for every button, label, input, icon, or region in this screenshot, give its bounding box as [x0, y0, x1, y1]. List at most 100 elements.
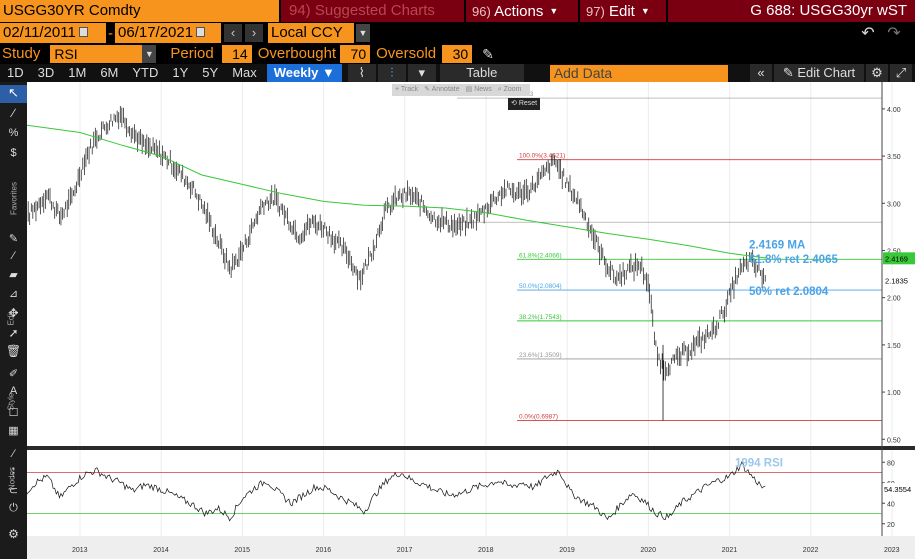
period-button-3d[interactable]: 3D [37, 65, 55, 80]
ticker-field[interactable]: USGG30YR Comdty [0, 0, 279, 22]
chevron-right-icon[interactable]: › [245, 24, 263, 42]
chevron-down-icon[interactable]: ▾ [407, 64, 436, 82]
mini-toolbar: + Track ✎ Annotate ▤ News ⌕ Zoom [392, 84, 530, 96]
pen-icon[interactable]: ∕ [12, 250, 15, 262]
ma-last-tag-box [883, 252, 915, 265]
add-data-input[interactable]: Add Data [549, 64, 728, 82]
price-panel: 4.1143100.0%(3.4621)61.8%(2.4066)50.0%(2… [27, 82, 893, 536]
text-style-icon[interactable]: A [9, 385, 18, 397]
suggested-charts-button[interactable]: 94) Suggested Charts [281, 0, 464, 22]
x-tick-label: 2021 [722, 547, 738, 554]
line-chart-icon[interactable]: ⌇ [347, 64, 376, 82]
chart-toolbar: 1D 3D 1M 6M YTD 1Y 5Y Max Weekly ▼ ⌇ ⫶ ▾ Table … [0, 64, 915, 82]
line-tool-icon[interactable]: ∕ [12, 106, 15, 120]
collapse-icon[interactable]: « [750, 64, 772, 82]
period-input[interactable]: 14 [221, 45, 252, 63]
oversold-label: Oversold [376, 45, 437, 62]
redo-icon[interactable]: ↷ [887, 25, 901, 42]
end-date-field[interactable]: 06/17/2021 [115, 23, 221, 43]
track-button[interactable]: + Track [395, 86, 419, 93]
edit-chart-button[interactable]: ✎ Edit Chart [774, 64, 864, 82]
actions-label: Actions [494, 3, 544, 20]
overbought-label: Overbought [257, 45, 337, 62]
undo-icon[interactable]: ↶ [861, 25, 875, 42]
rsi-y-tick-label: 80 [887, 460, 895, 467]
edit-label: Edit [608, 3, 635, 20]
reset-button[interactable]: ⟲ Reset [508, 98, 541, 110]
gear-icon[interactable]: ⚙ [8, 527, 19, 541]
fib-level-label: 0.0%(0.6987) [519, 414, 558, 421]
y-tick-label: 2.50 [887, 248, 901, 255]
drawing-toolbar: ↖ ∕ % $ Favorites ✎ ∕ ▰ ⊿ ✥ Edit ➚ 🗑 ✐ A… [0, 82, 27, 559]
x-tick-label: 2019 [559, 547, 575, 554]
start-date-field[interactable]: 02/11/2011 [0, 23, 106, 43]
period-button-1d[interactable]: 1D [7, 65, 24, 80]
x-tick-label: 2017 [397, 547, 413, 554]
weekly-label: Weekly [273, 65, 319, 80]
panel-divider [27, 446, 915, 450]
pencil-style-icon[interactable]: ✐ [8, 368, 19, 380]
y-tick-label: 4.00 [887, 107, 901, 114]
color-picker-icon[interactable]: ▦ [8, 425, 19, 437]
ruler-icon[interactable]: ▰ [9, 269, 18, 281]
period-button-1m[interactable]: 1M [68, 65, 87, 80]
chart-annotation: 61.8% ret 2.4065 [749, 254, 838, 266]
cursor-icon[interactable]: ↖ [0, 85, 27, 103]
calendar-icon[interactable] [196, 27, 206, 37]
annotate-button[interactable]: ✎ Annotate [424, 86, 460, 93]
period-button-max[interactable]: Max [232, 65, 257, 80]
chevron-down-icon[interactable]: ▼ [356, 24, 370, 42]
x-axis-background [27, 536, 915, 559]
period-button-6m[interactable]: 6M [100, 65, 119, 80]
chevron-down-icon[interactable]: ▼ [142, 45, 157, 63]
fib-level-label: 100.0%(3.4621) [519, 153, 565, 160]
chevron-down-icon: ▼ [640, 6, 650, 16]
last-price-tag: 2.1835 [885, 276, 908, 285]
table-button[interactable]: Table [439, 64, 524, 82]
box-icon[interactable]: ☐ [8, 407, 19, 419]
period-button-5y[interactable]: 5Y [202, 65, 219, 80]
fibonacci-icon[interactable]: % [8, 127, 19, 139]
start-date-text: 02/11/2011 [3, 24, 76, 41]
calendar-icon[interactable] [78, 27, 88, 37]
measure-icon[interactable]: ⊿ [8, 288, 19, 300]
y-tick-label: 1.00 [887, 390, 901, 397]
edit-num: 97) [586, 4, 605, 19]
chevron-down-icon: ▼ [549, 6, 559, 16]
fib-level-label: 61.8%(2.4066) [519, 252, 562, 259]
currency-select[interactable]: Local CCY [268, 23, 354, 43]
oversold-input[interactable]: 30 [442, 45, 473, 63]
pencil-icon[interactable]: ✎ [482, 45, 494, 62]
dollar-icon[interactable]: $ [10, 147, 17, 159]
toggle-icon[interactable]: ⏻ [9, 502, 18, 514]
settings-icon[interactable]: ⚙ [866, 64, 888, 82]
expand-icon[interactable]: ⤢ [890, 64, 912, 82]
move-icon[interactable]: ✥ [8, 306, 19, 320]
period-button-1y[interactable]: 1Y [172, 65, 189, 80]
period-buttons: 1D 3D 1M 6M YTD 1Y 5Y Max [0, 64, 264, 82]
chevron-left-icon[interactable]: ‹ [224, 24, 242, 42]
x-tick-label: 2014 [153, 547, 169, 554]
news-button[interactable]: ▤ News [465, 86, 492, 93]
overbought-input[interactable]: 70 [340, 45, 371, 63]
brush-icon[interactable]: ✎ [8, 233, 19, 245]
magnet-icon[interactable]: ⊂ [8, 485, 19, 497]
pointer-icon[interactable]: ➚ [8, 326, 19, 340]
study-select[interactable]: RSI [50, 45, 143, 63]
bar-chart-icon[interactable]: ⫶ [377, 64, 406, 82]
x-tick-label: 2018 [478, 547, 494, 554]
actions-menu[interactable]: 96) Actions ▼ [466, 0, 578, 22]
y-tick-label: 3.00 [887, 201, 901, 208]
period-weekly-select[interactable]: Weekly ▼ [266, 64, 342, 82]
y-tick-label: 0.50 [887, 437, 901, 444]
price-chart[interactable]: 4.1143100.0%(3.4621)61.8%(2.4066)50.0%(2… [27, 82, 915, 559]
track-label: Track [400, 86, 419, 93]
y-tick-label: 1.50 [887, 343, 901, 350]
line-style-icon[interactable]: ∕ [12, 448, 15, 460]
y-tick-label: 3.50 [887, 154, 901, 161]
period-button-ytd[interactable]: YTD [132, 65, 159, 80]
zoom-button[interactable]: ⌕ Zoom [497, 86, 522, 93]
trash-icon[interactable]: 🗑 [5, 344, 22, 358]
nodes-icon[interactable]: ⋮ [8, 467, 19, 479]
edit-menu[interactable]: 97) Edit ▼ [580, 0, 666, 22]
